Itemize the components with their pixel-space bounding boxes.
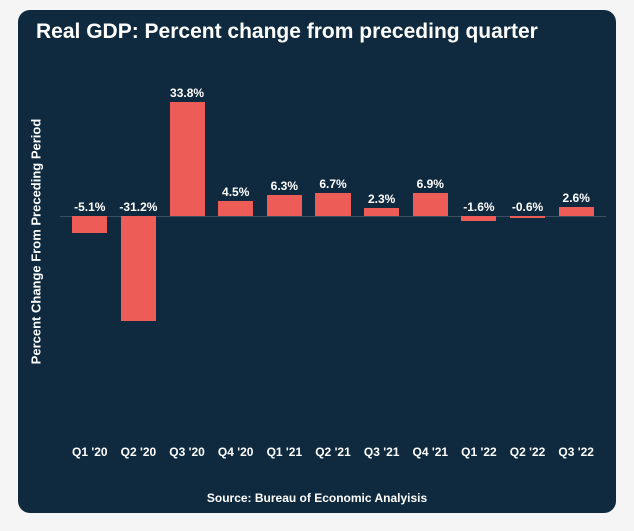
value-label: -5.1% xyxy=(74,200,105,214)
bar xyxy=(413,193,448,216)
value-label: 6.9% xyxy=(417,177,444,191)
bar xyxy=(315,193,350,216)
x-tick-label: Q3 '21 xyxy=(364,445,400,459)
bar xyxy=(461,216,496,221)
x-tick-label: Q1 '21 xyxy=(267,445,303,459)
bar xyxy=(121,216,156,321)
x-tick-label: Q1 '20 xyxy=(72,445,108,459)
bar xyxy=(364,208,399,216)
chart-stage: Real GDP: Percent change from preceding … xyxy=(0,0,634,531)
value-label: -0.6% xyxy=(512,200,543,214)
value-label: 6.3% xyxy=(271,179,298,193)
value-label: -31.2% xyxy=(119,200,157,214)
bar xyxy=(170,102,205,216)
x-tick-label: Q4 '20 xyxy=(218,445,254,459)
x-tick-label: Q2 '22 xyxy=(510,445,546,459)
x-tick-label: Q4 '21 xyxy=(413,445,449,459)
x-tick-label: Q3 '20 xyxy=(169,445,205,459)
chart-panel: Real GDP: Percent change from preceding … xyxy=(18,10,616,513)
value-label: 6.7% xyxy=(319,177,346,191)
value-label: 4.5% xyxy=(222,185,249,199)
bar xyxy=(218,201,253,216)
y-axis-label-text: Percent Change From Preceding Period xyxy=(29,119,44,365)
value-label: 2.6% xyxy=(563,191,590,205)
bar xyxy=(267,195,302,216)
source-line: Source: Bureau of Economic Analyisis xyxy=(18,491,616,505)
x-tick-label: Q2 '20 xyxy=(121,445,157,459)
x-tick-label: Q2 '21 xyxy=(315,445,351,459)
y-axis-label: Percent Change From Preceding Period xyxy=(26,70,46,413)
chart-title: Real GDP: Percent change from preceding … xyxy=(36,20,598,44)
bar xyxy=(559,207,594,216)
x-tick-label: Q1 '22 xyxy=(461,445,497,459)
plot-area: -5.1%Q1 '20-31.2%Q2 '2033.8%Q3 '204.5%Q4… xyxy=(60,64,606,435)
bar xyxy=(510,216,545,218)
value-label: 33.8% xyxy=(170,86,204,100)
value-label: 2.3% xyxy=(368,192,395,206)
bar xyxy=(72,216,107,233)
value-label: -1.6% xyxy=(463,200,494,214)
x-tick-label: Q3 '22 xyxy=(558,445,594,459)
